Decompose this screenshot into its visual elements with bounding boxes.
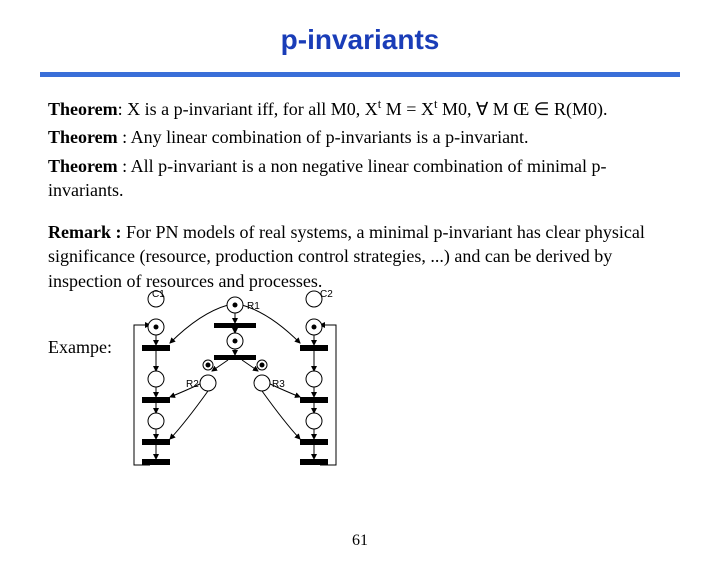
theorem-3-label: Theorem — [48, 156, 122, 176]
theorem-1-pre: : X is a p-invariant iff, for all M0, X — [118, 99, 378, 119]
remark-text: For PN models of real systems, a minimal… — [48, 222, 645, 291]
theorem-1-mid1: M = X — [381, 99, 434, 119]
theorem-1: Theorem: X is a p-invariant iff, for all… — [48, 97, 672, 121]
example-row: Exampe: C1R1R2R3C2 — [48, 311, 672, 479]
example-label: Exampe: — [48, 335, 112, 359]
remark-label: Remark : — [48, 222, 121, 242]
petri-net-diagram: C1 R1 R2 R3 C2 — [130, 283, 340, 479]
theorem-1-label: Theorem — [48, 99, 118, 119]
svg-text:C1: C1 — [152, 289, 165, 300]
svg-text:R1: R1 — [247, 301, 260, 312]
content-area: Theorem: X is a p-invariant iff, for all… — [0, 97, 720, 479]
title-divider — [40, 72, 680, 77]
theorem-1-mid2: M0, ∀ M Œ ∈ R(M0). — [437, 99, 607, 119]
theorem-2: Theorem : Any linear combination of p-in… — [48, 125, 672, 149]
theorem-2-label: Theorem — [48, 127, 122, 147]
petri-net-svg: C1 R1 R2 R3 C2 — [130, 283, 340, 473]
svg-text:C2: C2 — [320, 289, 333, 300]
theorem-3: Theorem : All p-invariant is a non negat… — [48, 154, 672, 203]
svg-text:R2: R2 — [186, 379, 199, 390]
page-title: p-invariants — [0, 24, 720, 56]
theorem-2-text: : Any linear combination of p-invariants… — [122, 127, 528, 147]
svg-text:R3: R3 — [272, 379, 285, 390]
theorem-3-text: : All p-invariant is a non negative line… — [48, 156, 607, 200]
page-number: 61 — [352, 532, 368, 550]
